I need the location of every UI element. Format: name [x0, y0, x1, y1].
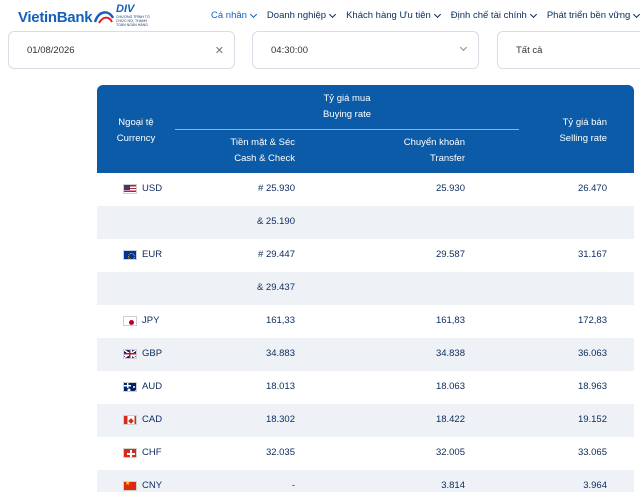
header-cash-check: Tiền mặt & Séc Cash & Check	[230, 137, 295, 164]
table-row: AUD 18.013 18.063 18.963	[97, 371, 634, 404]
transfer-rate: 32.005	[435, 447, 465, 458]
sell-rate: 36.063	[577, 348, 607, 359]
header-currency: Ngoại tệ Currency	[116, 117, 156, 144]
currency-code: CHF	[142, 447, 162, 458]
category-select[interactable]: Tất cả	[497, 31, 640, 69]
sell-rate: 26.470	[577, 183, 607, 194]
category-value: Tất cả	[516, 44, 543, 56]
header-selling-rate: Tỷ giá bán Selling rate	[559, 117, 607, 144]
cash-rate: -	[291, 480, 295, 491]
nav-item-doanh-nghiep[interactable]: Doanh nghiệp	[267, 10, 337, 21]
exchange-rate-table: Ngoại tệ Currency Tỷ giá mua Buying rate…	[97, 85, 634, 492]
cash-rate: # 25.930	[258, 183, 295, 194]
currency-code: CAD	[142, 414, 163, 425]
logo-text: VietinBank	[18, 9, 93, 26]
header-divider	[175, 129, 519, 130]
time-select[interactable]: 04:30:00	[252, 31, 479, 69]
table-row: CNY - 3.814 3.964	[97, 470, 634, 492]
table-row: EUR # 29.447 29.587 31.167	[97, 239, 634, 272]
cn-flag-icon	[123, 481, 137, 491]
vietinbank-logo[interactable]: VietinBank	[18, 8, 115, 26]
us-flag-icon	[123, 184, 137, 194]
div-badge-logo: DIV CHƯƠNG TRÌNH TỔ CHỨC NỢ, THANH TOÁN …	[116, 3, 156, 29]
chevron-down-icon	[249, 10, 257, 18]
table-row: & 25.190	[97, 206, 634, 239]
transfer-rate: 18.422	[435, 414, 465, 425]
nav-item-ca-nhan[interactable]: Cá nhân	[211, 10, 257, 21]
currency-code: USD	[142, 183, 163, 194]
chevron-down-icon	[529, 10, 537, 18]
currency-code: CNY	[142, 480, 163, 491]
date-value: 01/08/2026	[27, 44, 75, 56]
badge-title: DIV	[116, 3, 135, 15]
currency-code: AUD	[142, 381, 163, 392]
transfer-rate: 34.838	[435, 348, 465, 359]
currency-code: EUR	[142, 249, 163, 260]
cash-rate: 18.013	[265, 381, 295, 392]
nav-item-dinh-che-tai-chinh[interactable]: Định chế tài chính	[451, 10, 537, 21]
main-nav: Cá nhân Doanh nghiệp Khách hàng Ưu tiên …	[211, 10, 640, 21]
badge-subtitle: CHƯƠNG TRÌNH TỔ CHỨC NỢ, THANH TOÁN NGÂN…	[116, 15, 150, 27]
cash-rate: 161,33	[265, 315, 295, 326]
sell-rate: 3.964	[583, 480, 607, 491]
cash-rate: & 25.190	[256, 216, 295, 227]
transfer-rate: 3.814	[441, 480, 465, 491]
transfer-rate: 25.930	[435, 183, 465, 194]
ca-flag-icon	[123, 415, 137, 425]
table-row: USD # 25.930 25.930 26.470	[97, 173, 634, 206]
table-row: CHF 32.035 32.005 33.065	[97, 437, 634, 470]
clear-icon[interactable]: ✕	[214, 45, 224, 57]
currency-code: JPY	[142, 315, 160, 326]
sell-rate: 18.963	[577, 381, 607, 392]
cash-rate: # 29.447	[258, 249, 295, 260]
site-header: VietinBank DIV CHƯƠNG TRÌNH TỔ CHỨC NỢ, …	[0, 0, 640, 32]
nav-item-khach-hang-uu-tien[interactable]: Khách hàng Ưu tiên	[346, 10, 441, 21]
gb-flag-icon	[123, 349, 137, 359]
transfer-rate: 161,83	[435, 315, 465, 326]
cash-rate: 34.883	[265, 348, 295, 359]
chevron-down-icon	[633, 10, 640, 18]
table-row: & 29.437	[97, 272, 634, 305]
au-flag-icon	[123, 382, 137, 392]
sell-rate: 31.167	[577, 249, 607, 260]
table-row: CAD 18.302 18.422 19.152	[97, 404, 634, 437]
cash-rate: 18.302	[265, 414, 295, 425]
nav-item-phat-trien-ben-vung[interactable]: Phát triển bền vững	[547, 10, 640, 21]
logo-swirl-icon	[93, 8, 115, 26]
currency-code: GBP	[142, 348, 163, 359]
date-input[interactable]: 01/08/2026 ✕	[8, 31, 235, 69]
jp-flag-icon	[123, 316, 137, 326]
ch-flag-icon	[123, 448, 137, 458]
header-buying-rate: Tỷ giá mua Buying rate	[322, 93, 372, 120]
sell-rate: 19.152	[577, 414, 607, 425]
time-value: 04:30:00	[271, 44, 308, 56]
sell-rate: 33.065	[577, 447, 607, 458]
cash-rate: 32.035	[265, 447, 295, 458]
eu-flag-icon	[123, 250, 137, 260]
sell-rate: 172,83	[577, 315, 607, 326]
chevron-down-icon	[433, 10, 441, 18]
table-row: JPY 161,33 161,83 172,83	[97, 305, 634, 338]
cash-rate: & 29.437	[256, 282, 295, 293]
header-transfer: Chuyển khoản Transfer	[403, 137, 465, 164]
chevron-down-icon	[329, 10, 337, 18]
transfer-rate: 29.587	[435, 249, 465, 260]
table-header: Ngoại tệ Currency Tỷ giá mua Buying rate…	[97, 85, 634, 173]
table-row: GBP 34.883 34.838 36.063	[97, 338, 634, 371]
transfer-rate: 18.063	[435, 381, 465, 392]
chevron-down-icon[interactable]	[459, 43, 468, 52]
